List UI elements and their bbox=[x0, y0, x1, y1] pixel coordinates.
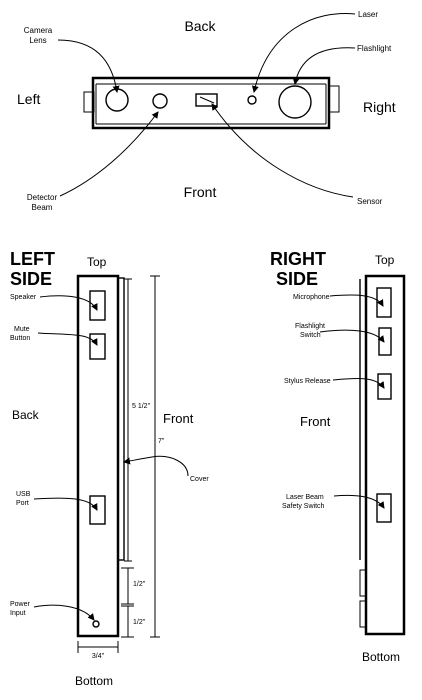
left-side-back-label: Back bbox=[12, 408, 40, 422]
camera-lens-leader bbox=[57, 39, 120, 93]
stylus-leader bbox=[332, 377, 385, 389]
label-detector-beam-1: Detector bbox=[27, 193, 58, 202]
right-side-body bbox=[364, 274, 406, 636]
right-tab bbox=[328, 85, 340, 113]
flashlight-switch bbox=[378, 327, 392, 356]
device-body-top bbox=[91, 76, 331, 130]
label-power-2: Input bbox=[10, 610, 26, 617]
laser-leader bbox=[251, 13, 356, 93]
usb-leader bbox=[33, 497, 98, 511]
laser-safety-switch bbox=[376, 493, 392, 523]
label-back-top: Back bbox=[184, 18, 216, 34]
label-dim-5-half: 5 1/2" bbox=[132, 403, 151, 410]
sensor-leader bbox=[211, 103, 354, 198]
right-side-front-label: Front bbox=[300, 414, 331, 429]
label-dim-7: 7" bbox=[158, 438, 165, 445]
left-side-body bbox=[76, 274, 120, 638]
left-side-heading-1: LEFT bbox=[10, 249, 55, 269]
speaker-leader bbox=[39, 295, 98, 311]
label-cover: Cover bbox=[190, 476, 209, 483]
label-stylus-release: Stylus Release bbox=[284, 378, 331, 385]
mute-leader bbox=[37, 332, 98, 346]
left-side-heading-2: SIDE bbox=[10, 269, 52, 289]
camera-lens-icon bbox=[105, 88, 129, 112]
detector-beam-icon bbox=[152, 93, 168, 109]
label-dim-3-4: 3/4" bbox=[92, 653, 105, 660]
label-flashlight: Flashlight bbox=[357, 44, 392, 53]
right-side-top-label: Top bbox=[375, 253, 395, 267]
sensor-icon bbox=[195, 93, 218, 107]
power-leader bbox=[33, 604, 95, 621]
left-side-bottom-label: Bottom bbox=[75, 674, 113, 688]
flashlight-leader bbox=[292, 47, 356, 85]
top-view: Back Front Left Right Camera Lens Laser … bbox=[17, 10, 396, 212]
label-dim-half-2: 1/2" bbox=[133, 619, 146, 626]
power-input-port bbox=[92, 620, 100, 628]
mute-button-port bbox=[89, 333, 106, 360]
label-microphone: Microphone bbox=[293, 294, 330, 301]
label-right-top: Right bbox=[363, 99, 396, 115]
right-side-heading-1: RIGHT bbox=[270, 249, 326, 269]
usb-port bbox=[89, 495, 106, 525]
flashlight-switch-leader bbox=[319, 329, 385, 343]
left-side-front-label: Front bbox=[163, 411, 194, 426]
cover-leader bbox=[123, 455, 189, 477]
label-laser: Laser bbox=[358, 10, 378, 19]
label-flashlight-switch-1: Flashlight bbox=[295, 323, 325, 330]
label-mute-1: Mute bbox=[14, 326, 30, 333]
label-detector-beam-2: Beam bbox=[32, 203, 53, 212]
label-flashlight-switch-2: Switch bbox=[300, 332, 321, 339]
flashlight-icon bbox=[278, 85, 312, 119]
label-front-top: Front bbox=[184, 184, 217, 200]
label-dim-half-1: 1/2" bbox=[133, 581, 146, 588]
laser-icon bbox=[247, 95, 257, 105]
label-speaker: Speaker bbox=[10, 294, 37, 301]
right-side-step-2 bbox=[359, 600, 367, 628]
label-laser-safety-1: Laser Beam bbox=[286, 494, 324, 501]
microphone-leader bbox=[329, 294, 384, 307]
right-side-step-1 bbox=[359, 569, 367, 597]
right-side-view: RIGHT SIDE Top Bottom Front Microphone F… bbox=[270, 249, 406, 664]
detector-beam-leader bbox=[59, 111, 159, 197]
right-side-heading-2: SIDE bbox=[276, 269, 318, 289]
right-side-bottom-label: Bottom bbox=[362, 650, 400, 664]
cover-strip bbox=[117, 277, 125, 561]
left-side-top-label: Top bbox=[87, 255, 107, 269]
label-usb-1: USB bbox=[16, 491, 31, 498]
label-usb-2: Port bbox=[16, 500, 29, 507]
label-left-top: Left bbox=[17, 91, 40, 107]
laser-safety-leader bbox=[333, 494, 385, 509]
label-camera-lens-1: Camera bbox=[24, 26, 53, 35]
label-sensor: Sensor bbox=[357, 197, 383, 206]
label-mute-2: Button bbox=[10, 335, 30, 342]
stylus-release bbox=[377, 373, 392, 400]
left-side-view: LEFT SIDE Top Bottom Back Front bbox=[10, 249, 209, 688]
microphone-port bbox=[376, 287, 392, 318]
label-camera-lens-2: Lens bbox=[29, 36, 46, 45]
speaker-port bbox=[89, 290, 106, 321]
label-laser-safety-2: Safety Switch bbox=[282, 503, 325, 510]
label-power-1: Power bbox=[10, 601, 31, 608]
